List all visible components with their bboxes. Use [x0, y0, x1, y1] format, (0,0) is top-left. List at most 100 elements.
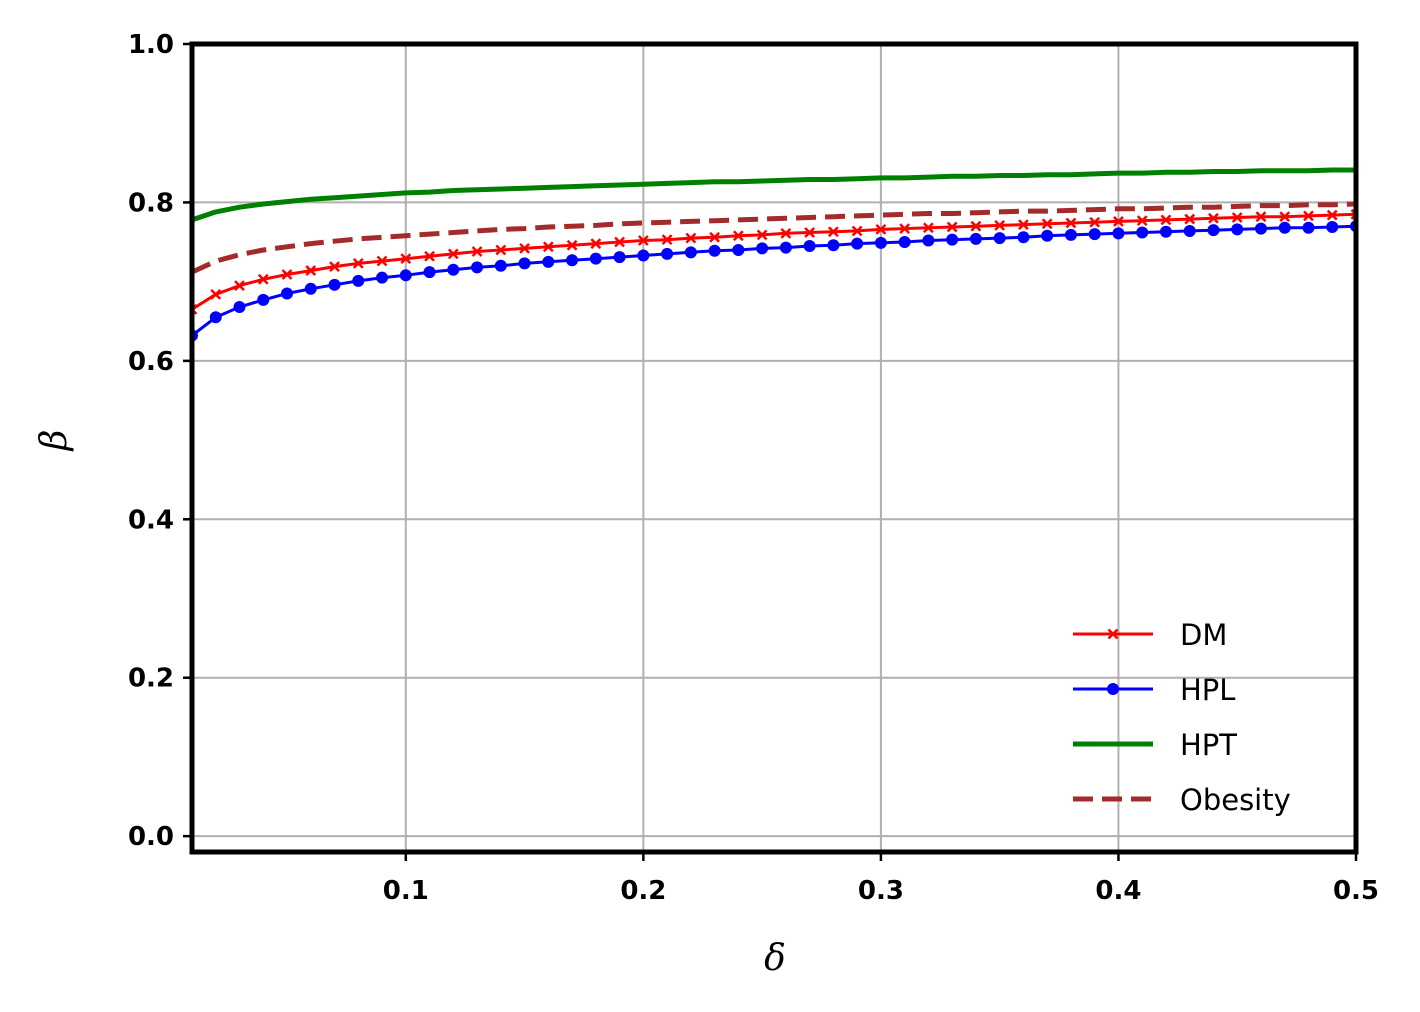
series-line-obesity: [192, 201, 1356, 275]
data-point-dm: [352, 258, 364, 269]
data-point-dm: [376, 255, 388, 267]
data-point-dm: [899, 223, 911, 234]
data-point-dm: [305, 265, 317, 276]
data-point-dm: [685, 232, 697, 244]
data-point-hpl: [874, 236, 887, 249]
data-point-hpl: [1088, 228, 1101, 241]
data-point-hpl: [1254, 222, 1267, 235]
data-point-dm: [424, 250, 435, 262]
data-point-dm: [875, 223, 887, 235]
data-point-dm: [1326, 209, 1338, 221]
data-point-hpl: [1278, 221, 1291, 234]
data-point-dm: [447, 248, 459, 260]
x-tick-label: 0.4: [1095, 876, 1141, 906]
data-point-hpl: [851, 237, 864, 250]
data-point-hpl: [946, 233, 959, 246]
data-point-dm: [234, 280, 245, 291]
axis-ticks: 0.1 0.2 0.3 0.4 0.5 0.0 0.2 0.4 0.6 0.8 1.0: [128, 30, 1379, 906]
series-group: [192, 167, 1356, 342]
y-tick-label: 0.2: [128, 664, 174, 694]
data-point-hpl: [1302, 221, 1315, 234]
data-point-hpl: [1136, 226, 1149, 239]
data-point-dm: [732, 230, 744, 242]
data-point-dm: [1113, 216, 1124, 227]
data-point-dm: [257, 273, 269, 285]
data-point-hpl: [281, 287, 294, 300]
data-point-dm: [661, 234, 673, 246]
data-point-hpl: [352, 274, 365, 287]
data-point-dm: [851, 225, 863, 237]
data-point-hpl: [613, 251, 626, 264]
legend-label-hpt: HPT: [1180, 728, 1237, 762]
data-point-dm: [804, 227, 816, 238]
data-point-dm: [519, 242, 530, 254]
data-point-dm: [994, 220, 1006, 231]
series-line-dm: [192, 212, 1356, 311]
data-point-hpl: [969, 232, 982, 245]
data-point-hpl: [661, 247, 674, 260]
data-point-dm: [923, 222, 934, 234]
data-point-dm: [542, 241, 554, 253]
data-point-dm: [1065, 217, 1077, 229]
data-point-hpl: [471, 261, 484, 274]
data-point-dm: [1208, 212, 1219, 224]
legend: DM HPL HPT Obesity: [1073, 618, 1291, 817]
data-point-dm: [756, 229, 768, 241]
data-point-dm: [495, 244, 507, 256]
y-tick-label: 0.8: [128, 188, 174, 218]
data-point-hpl: [376, 271, 389, 284]
data-point-dm: [329, 261, 340, 272]
data-point-hpl: [447, 263, 460, 276]
data-point-dm: [637, 235, 649, 246]
plot-frame: [189, 41, 1359, 855]
data-point-dm: [1350, 208, 1356, 220]
data-point-dm: [192, 303, 198, 315]
x-tick-label: 0.1: [383, 876, 429, 906]
legend-marker-hpl: [1107, 683, 1119, 695]
y-tick-label: 0.6: [128, 347, 174, 377]
data-point-dm: [1018, 219, 1029, 230]
data-point-hpl: [1017, 231, 1030, 244]
data-point-dm: [709, 231, 720, 243]
x-tick-label: 0.5: [1333, 876, 1379, 906]
x-tick-label: 0.3: [858, 876, 904, 906]
data-point-hpl: [898, 236, 911, 249]
data-point-hpl: [1207, 224, 1220, 237]
data-point-hpl: [589, 252, 602, 265]
data-point-hpl: [756, 242, 769, 255]
data-point-dm: [1041, 218, 1053, 230]
x-axis-label: δ: [764, 938, 786, 979]
data-point-hpl: [827, 239, 840, 252]
legend-label-obesity: Obesity: [1180, 783, 1291, 817]
x-tick-label: 0.2: [620, 876, 666, 906]
axes-frame: [189, 41, 1359, 855]
data-point-hpl: [993, 232, 1006, 245]
y-tick-label: 0.0: [128, 822, 174, 852]
data-point-hpl: [779, 241, 792, 254]
data-point-hpl: [304, 282, 317, 295]
series-line-hpt: [192, 167, 1356, 223]
legend-label-dm: DM: [1180, 618, 1227, 652]
data-point-dm: [946, 221, 958, 233]
data-point-hpl: [922, 234, 935, 247]
data-point-dm: [590, 238, 602, 250]
data-point-dm: [281, 269, 293, 280]
legend-label-hpl: HPL: [1180, 673, 1235, 707]
data-point-dm: [1089, 216, 1101, 228]
data-point-hpl: [637, 249, 650, 262]
data-point-hpl: [1326, 220, 1339, 233]
y-tick-label: 0.4: [128, 505, 174, 535]
data-point-hpl: [328, 278, 341, 291]
series-lines: [192, 167, 1356, 342]
data-point-hpl: [1183, 224, 1196, 237]
data-point-hpl: [1064, 228, 1077, 241]
legend-marker-dm: [1107, 628, 1119, 640]
data-point-hpl: [1231, 223, 1244, 236]
data-point-dm: [1231, 212, 1243, 223]
data-point-hpl: [209, 311, 222, 324]
data-point-dm: [1184, 213, 1196, 225]
data-point-hpl: [399, 269, 412, 282]
data-point-hpl: [1041, 229, 1054, 242]
